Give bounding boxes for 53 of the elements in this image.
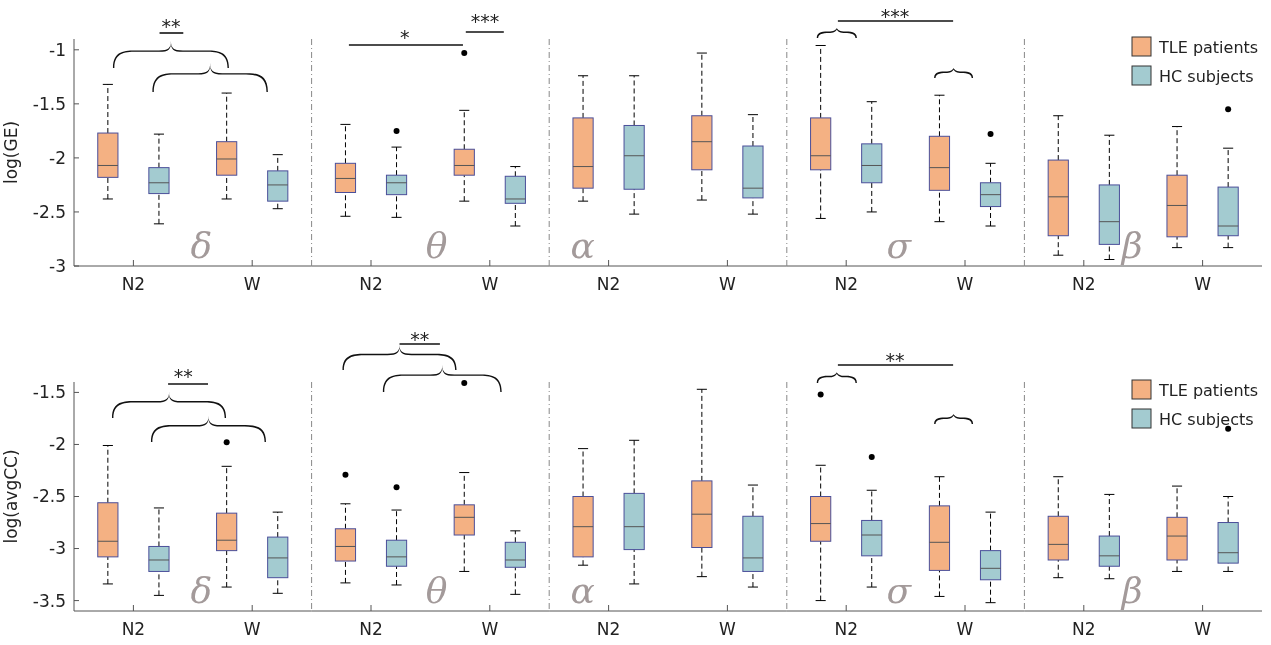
x-tick-label: W [1194,619,1212,639]
x-tick-label: W [243,619,261,639]
x-tick-label: N2 [596,619,621,639]
text: ** [885,349,905,371]
y-tick-label: -1 [49,39,66,60]
annotation: σ [886,570,913,611]
y-axis-title: log(GE) [1,120,21,185]
y-axis-title: log(avgCC) [1,449,21,544]
text: ** [161,15,181,37]
x-tick-label: W [956,274,974,294]
y-tick-label: -2 [49,434,66,455]
y-tick-label: -1.5 [32,93,66,114]
x-tick-label: N2 [596,274,621,294]
x-tick-label: N2 [834,619,858,639]
x-tick-label: N2 [1072,619,1096,639]
y-tick-label: -3.5 [32,590,66,611]
x-tick-label: W [956,619,974,639]
x-tick-label: W [1194,274,1212,294]
x-tick-label: N2 [834,274,858,294]
annotation: β [1119,225,1143,266]
y-tick-label: -2.5 [32,201,66,222]
x-tick-label: W [243,274,261,294]
annotation: α [570,225,595,266]
x-tick-label: N2 [1072,274,1096,294]
text: ** [410,328,430,350]
x-tick-label: N2 [359,274,383,294]
x-tick-label: W [718,274,736,294]
y-tick-label: -3 [49,538,66,559]
x-tick-label: N2 [359,619,383,639]
annotation: θ [425,225,448,266]
x-tick-label: N2 [121,619,146,639]
text: *** [470,10,500,32]
legend-label: HC subjects [1159,66,1254,86]
text: *** [880,5,910,27]
annotation: δ [190,570,213,611]
legend-label: TLE patients [1158,37,1259,57]
annotation: β [1119,570,1143,611]
annotation: δ [190,225,213,266]
y-tick-label: -2 [49,147,66,168]
annotation: ** [173,365,193,387]
y-tick-label: -1.5 [32,382,66,403]
annotation: σ [886,225,913,266]
x-tick-label: W [718,619,736,639]
annotation: * [399,26,410,48]
legend-label: HC subjects [1159,409,1254,429]
y-tick-label: -2.5 [32,486,66,507]
annotation: θ [425,570,448,611]
y-tick-label: -3 [49,255,66,276]
x-tick-label: N2 [121,274,146,294]
legend-label: TLE patients [1158,380,1259,400]
x-tick-label: W [481,274,499,294]
x-tick-label: W [481,619,499,639]
annotation: α [570,570,595,611]
